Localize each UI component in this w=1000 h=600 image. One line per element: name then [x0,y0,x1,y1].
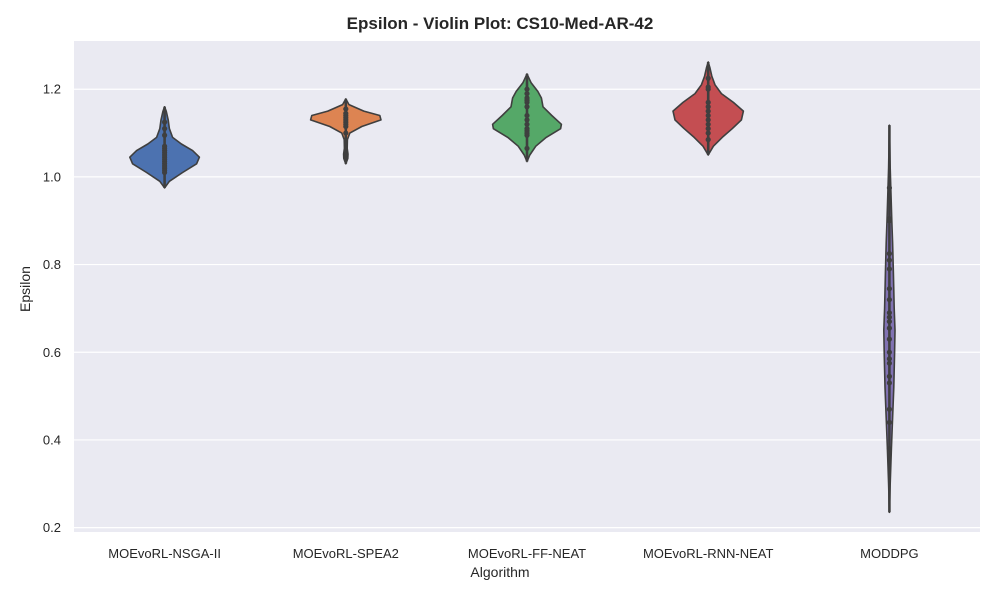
data-point [705,126,711,132]
x-tick-label: MOEvoRL-FF-NEAT [468,546,586,561]
data-point [886,266,893,272]
violin-4 [672,61,745,156]
data-point [705,121,711,127]
violins [129,61,896,514]
data-point [162,119,168,125]
x-tick-label: MODDPG [860,546,919,561]
data-point [886,349,893,355]
data-point [886,446,893,452]
data-point [343,106,349,112]
data-point [524,112,530,119]
data-point [886,336,893,342]
data-point [886,360,893,366]
data-point [886,373,893,379]
data-point [524,126,530,132]
data-point [705,130,711,136]
y-tick-labels: 0.2 0.4 0.6 0.8 1.0 1.2 [43,82,61,535]
data-point [886,325,893,331]
data-point [524,95,530,101]
violin-5 [882,124,896,514]
y-tick-label: 0.8 [43,257,61,272]
data-point [886,286,893,292]
data-point [886,380,893,386]
x-axis-label: Algorithm [470,564,530,580]
data-point [162,126,168,132]
data-point [886,314,893,320]
data-point [524,104,530,110]
data-point [524,117,530,123]
data-point [343,130,349,136]
x-tick-labels: MOEvoRL-NSGA-II MOEvoRL-SPEA2 MOEvoRL-FF-N… [108,546,918,561]
chart-title: Epsilon - Violin Plot: CS10-Med-AR-42 [346,14,654,33]
data-point [886,215,893,222]
y-tick-label: 0.6 [43,345,61,360]
data-point [886,406,893,412]
y-tick-label: 0.2 [43,520,61,535]
y-tick-label: 1.0 [43,169,61,184]
violin-2 [309,98,382,165]
y-tick-label: 1.2 [43,82,61,97]
data-point [705,117,711,123]
violin-3 [491,73,563,163]
data-point [705,112,711,119]
data-point [524,121,530,127]
data-point [886,257,893,263]
data-point [705,75,711,81]
data-point [705,99,711,105]
data-point [162,143,168,149]
data-point [162,132,168,138]
data-point [705,84,711,90]
data-point [886,419,893,426]
data-point [886,297,893,303]
x-tick-label: MOEvoRL-SPEA2 [293,546,399,561]
x-tick-label: MOEvoRL-RNN-NEAT [643,546,774,561]
data-point [886,310,893,316]
data-point [524,86,530,92]
y-tick-label: 0.4 [43,432,61,447]
data-point [886,185,893,191]
data-point [705,137,711,143]
data-point [524,91,530,97]
data-point [524,145,530,152]
data-point [886,251,893,257]
data-point [705,108,711,114]
violin-1 [129,106,201,189]
data-point [343,110,349,116]
data-point [886,318,893,325]
data-point [343,152,349,158]
data-point [886,356,893,362]
x-tick-label: MOEvoRL-NSGA-II [108,546,221,561]
data-point [705,104,711,110]
